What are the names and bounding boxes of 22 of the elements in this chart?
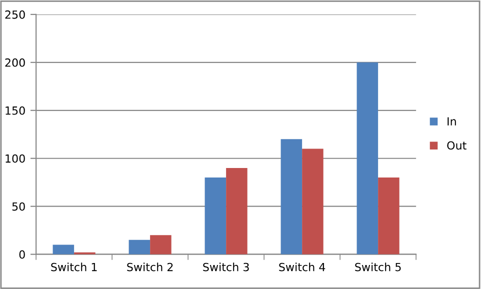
bar [302,148,324,254]
bar [226,168,248,254]
x-tick-label: Switch 5 [355,262,401,272]
y-tick-label: 150 [6,106,25,115]
x-tick-label: Switch 1 [51,262,97,272]
x-tick-label: Switch 3 [203,262,249,272]
y-tick-label: 250 [5,10,25,19]
y-tick-label: 100 [6,154,25,163]
legend-label: In [448,117,456,126]
x-tick-label: Switch 4 [279,262,326,272]
bar [280,139,302,254]
bar [356,62,378,254]
y-tick-label: 0 [19,250,25,259]
bar [52,244,74,254]
bar [204,178,226,254]
bar [378,178,400,254]
bar [150,235,172,254]
bar [128,240,150,254]
y-tick-label: 200 [5,58,25,67]
legend-label: Out [447,141,466,150]
x-tick-label: Switch 2 [127,262,173,272]
y-tick-label: 50 [12,202,25,211]
